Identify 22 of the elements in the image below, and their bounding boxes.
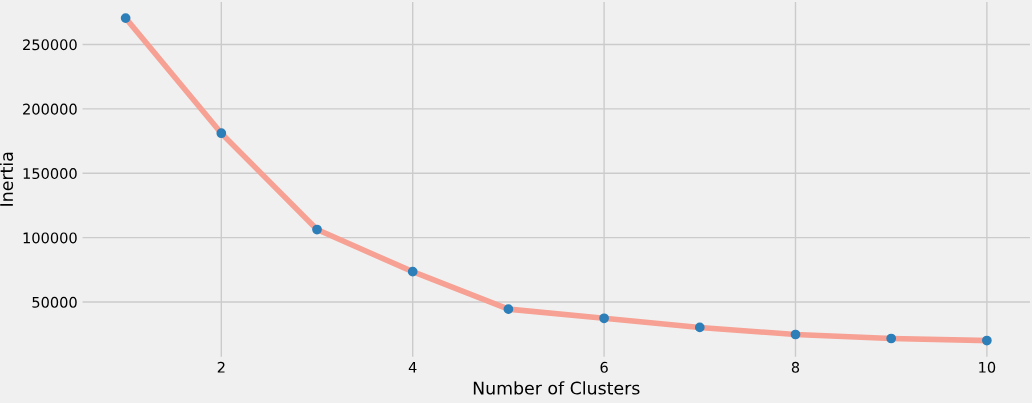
y-axis-title: Inertia bbox=[0, 152, 14, 206]
point bbox=[982, 335, 992, 346]
point bbox=[790, 329, 801, 340]
y-tick-label: 150000 bbox=[23, 168, 77, 180]
point bbox=[216, 128, 227, 139]
point bbox=[120, 13, 131, 23]
point bbox=[503, 304, 514, 314]
point bbox=[312, 224, 322, 235]
y-tick-label: 250000 bbox=[23, 39, 77, 51]
x-tick-label: 8 bbox=[791, 361, 800, 373]
x-axis-title: Number of Clusters bbox=[473, 381, 640, 395]
x-tick-label: 10 bbox=[979, 361, 996, 373]
y-tick-label: 200000 bbox=[23, 103, 77, 115]
y-tick-label: 50000 bbox=[32, 296, 77, 308]
x-tick-label: 2 bbox=[217, 361, 225, 373]
x-tick-label: 6 bbox=[600, 361, 608, 373]
point bbox=[407, 266, 418, 277]
point bbox=[694, 322, 705, 333]
y-tick-label: 100000 bbox=[23, 232, 77, 244]
point bbox=[599, 313, 609, 324]
point bbox=[886, 333, 897, 344]
x-tick-label: 4 bbox=[408, 361, 417, 373]
